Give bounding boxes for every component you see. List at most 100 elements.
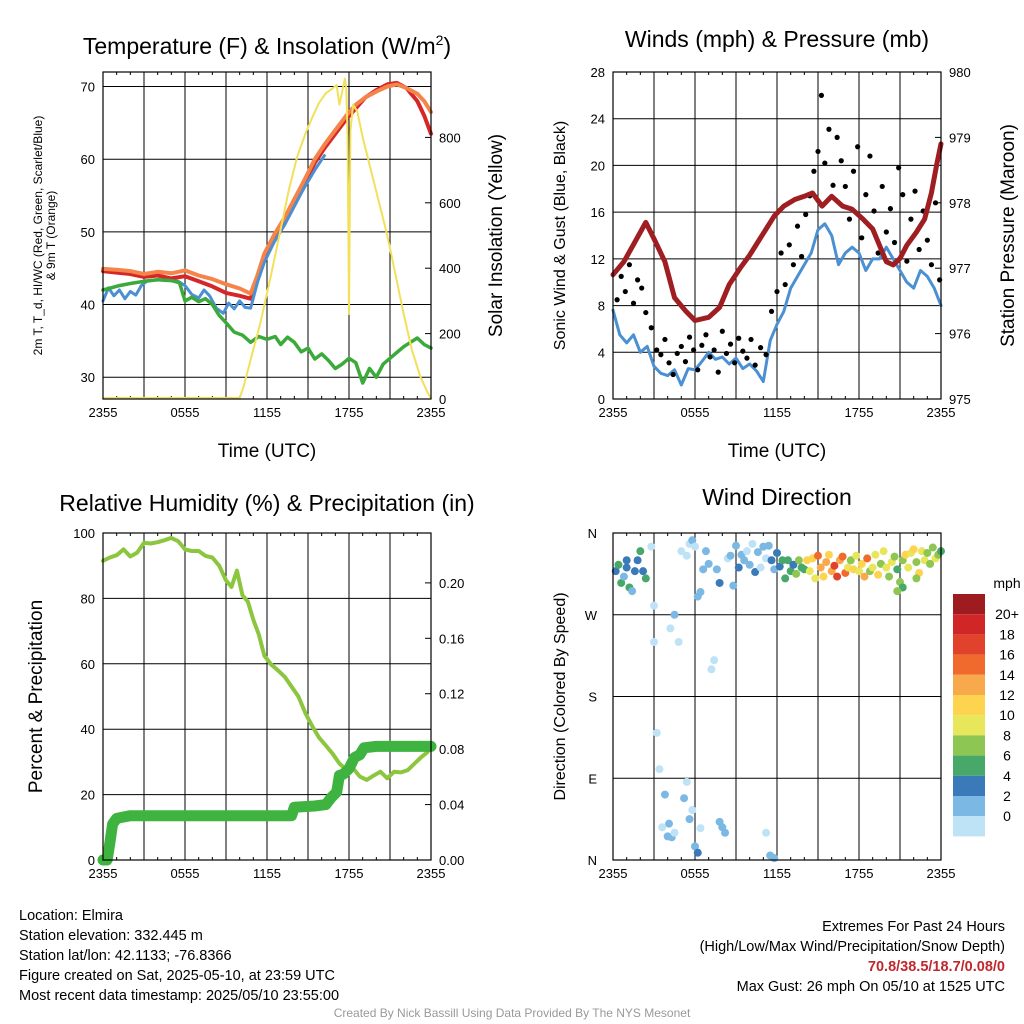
direction-dot bbox=[685, 815, 694, 824]
gust-dot bbox=[879, 183, 885, 190]
gust-dot bbox=[686, 334, 693, 340]
x-tick-label: 2355 bbox=[89, 405, 118, 420]
direction-dot bbox=[885, 572, 894, 581]
max-gust-text: Max Gust: 26 mph On 05/10 at 1525 UTC bbox=[736, 979, 1005, 995]
y-tick-label: 50 bbox=[81, 225, 95, 240]
legend-label: 10 bbox=[999, 707, 1015, 723]
y-tick-label: 12 bbox=[591, 252, 605, 267]
direction-dot bbox=[789, 560, 798, 569]
y-tick-label: 4 bbox=[598, 345, 605, 360]
gust-dot bbox=[928, 262, 935, 268]
gust-dot bbox=[614, 297, 620, 303]
x-tick-label: 0555 bbox=[681, 405, 710, 420]
direction-dot bbox=[650, 601, 658, 610]
direction-dot bbox=[682, 551, 691, 560]
gust-dot bbox=[850, 168, 857, 174]
gust-dot bbox=[803, 211, 809, 218]
legend-swatch bbox=[953, 674, 985, 695]
direction-dot bbox=[740, 556, 749, 565]
elevation-text: Station elevation: 332.445 m bbox=[19, 928, 203, 944]
direction-dot bbox=[846, 556, 855, 565]
series-line-precipitation bbox=[97, 740, 437, 866]
direction-dot bbox=[868, 563, 877, 572]
gust-dot bbox=[748, 336, 754, 343]
gust-dot bbox=[900, 192, 906, 198]
direction-dot bbox=[655, 765, 664, 774]
gust-dot bbox=[896, 165, 902, 171]
gust-dot bbox=[830, 182, 836, 188]
legend-label: 12 bbox=[999, 687, 1015, 703]
y-tick-label: 30 bbox=[81, 370, 95, 385]
gust-dot bbox=[666, 360, 672, 366]
gust-dot bbox=[887, 206, 894, 212]
series-line-orange bbox=[101, 82, 433, 296]
y-tick-label: 80 bbox=[81, 591, 95, 606]
direction-dot bbox=[819, 572, 828, 581]
y-right-axis-label: Station Pressure (Maroon) bbox=[998, 124, 1019, 347]
gust-dot bbox=[635, 277, 641, 283]
chart-title: Relative Humidity (%) & Precipitation (i… bbox=[59, 490, 474, 516]
direction-dot bbox=[857, 559, 866, 568]
legend-label: 8 bbox=[1003, 727, 1011, 743]
y-right-tick-label: 979 bbox=[949, 130, 971, 145]
direction-dot bbox=[874, 570, 883, 579]
gust-dot bbox=[778, 250, 784, 256]
legend-swatch bbox=[953, 654, 985, 675]
legend-title: mph bbox=[993, 575, 1020, 591]
direction-dot bbox=[647, 542, 656, 551]
x-tick-label: 1155 bbox=[763, 405, 791, 420]
gust-dot bbox=[855, 144, 861, 150]
direction-dot bbox=[753, 548, 762, 557]
direction-dot bbox=[670, 610, 679, 619]
location-text: Location: Elmira bbox=[19, 908, 123, 924]
y-tick-label: 40 bbox=[81, 722, 95, 737]
direction-dot bbox=[816, 563, 825, 572]
direction-dot bbox=[622, 563, 631, 572]
direction-dot bbox=[630, 567, 639, 576]
direction-dot bbox=[614, 560, 623, 569]
x-tick-label: 0555 bbox=[681, 866, 710, 881]
x-tick-label: 2355 bbox=[599, 866, 628, 881]
gust-dot bbox=[691, 347, 697, 353]
gust-dot bbox=[811, 168, 817, 174]
y-right-tick-label: 0.20 bbox=[439, 576, 464, 591]
direction-dot bbox=[617, 578, 626, 587]
gust-dot bbox=[736, 335, 742, 341]
gust-dot bbox=[670, 371, 676, 378]
direction-dot bbox=[650, 638, 658, 646]
direction-dot bbox=[619, 572, 628, 581]
direction-dot bbox=[773, 548, 781, 557]
direction-dot bbox=[641, 574, 650, 583]
y-right-tick-label: 400 bbox=[439, 261, 461, 276]
legend-swatch bbox=[953, 796, 985, 817]
y-tick-label: E bbox=[588, 771, 597, 786]
direction-dot bbox=[871, 550, 880, 559]
direction-dot bbox=[622, 556, 631, 565]
y-tick-label: 28 bbox=[591, 65, 605, 80]
temperature-insolation-panel: 2355 0555 1155 1755 2355 30 40 50 60 70 0 200 400 600… bbox=[31, 32, 507, 462]
y-axis-label: Direction (Colored By Speed) bbox=[552, 592, 569, 800]
direction-dot bbox=[904, 563, 913, 572]
x-tick-label: 1755 bbox=[845, 866, 874, 881]
direction-dot bbox=[909, 545, 918, 554]
gust-dot bbox=[699, 342, 705, 348]
gust-dot bbox=[908, 216, 914, 222]
figure-created-text: Figure created on Sat, 2025-05-10, at 23… bbox=[19, 968, 335, 984]
extremes-subtitle: (High/Low/Max Wind/Precipitation/Snow De… bbox=[699, 939, 1005, 955]
y-axis-label: Sonic Wind & Gust (Blue, Black) bbox=[552, 121, 569, 350]
gust-dot bbox=[752, 362, 758, 368]
y-right-tick-label: 800 bbox=[439, 130, 461, 145]
direction-dot bbox=[701, 547, 710, 556]
x-tick-label: 1755 bbox=[335, 405, 364, 420]
legend-swatch bbox=[953, 594, 985, 615]
y-right-tick-label: 977 bbox=[949, 261, 971, 276]
direction-dot bbox=[742, 547, 751, 556]
direction-dot bbox=[923, 548, 932, 557]
direction-dot bbox=[775, 562, 784, 571]
gust-dot bbox=[782, 281, 788, 288]
gust-dot bbox=[768, 308, 775, 315]
gust-dot bbox=[639, 285, 645, 291]
direction-dot bbox=[699, 565, 708, 574]
legend-label: 4 bbox=[1003, 768, 1011, 784]
recent-data-text: Most recent data timestamp: 2025/05/10 2… bbox=[19, 988, 340, 1004]
